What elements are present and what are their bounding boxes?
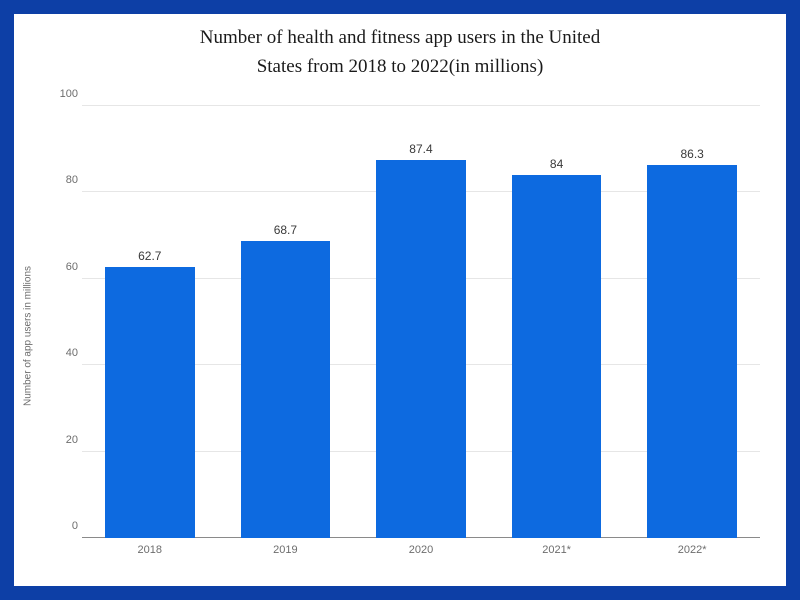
chart-title: Number of health and fitness app users i…: [14, 14, 786, 85]
y-axis-label: Number of app users in millions: [23, 266, 34, 406]
bar: 87.4: [376, 160, 465, 538]
y-tick-label: 60: [52, 261, 78, 273]
bar-slot: 86.3: [647, 106, 736, 538]
bar-value-label: 68.7: [274, 223, 297, 237]
bar-value-label: 86.3: [680, 147, 703, 161]
x-tick-label: 2020: [409, 544, 433, 556]
bar-slot: 62.7: [105, 106, 194, 538]
x-tick-label: 2019: [273, 544, 297, 556]
x-tick-label: 2022*: [678, 544, 707, 556]
bar: 68.7: [241, 241, 330, 538]
bar: 86.3: [647, 165, 736, 538]
title-line-2: States from 2018 to 2022(in millions): [257, 56, 544, 77]
chart-area: Number of app users in millions 02040608…: [42, 106, 768, 566]
y-tick-label: 0: [52, 520, 78, 532]
bar-value-label: 84: [550, 157, 563, 171]
bar-value-label: 62.7: [138, 249, 161, 263]
y-tick-label: 20: [52, 434, 78, 446]
bar: 84: [512, 175, 601, 538]
bar: 62.7: [105, 267, 194, 538]
x-tick-label: 2018: [138, 544, 162, 556]
bar-slot: 84: [512, 106, 601, 538]
bar-slot: 87.4: [376, 106, 465, 538]
title-line-1: Number of health and fitness app users i…: [200, 27, 600, 48]
bar-value-label: 87.4: [409, 142, 432, 156]
x-tick-label: 2021*: [542, 544, 571, 556]
x-axis: 2018 2019 2020 2021* 2022*: [82, 538, 760, 566]
chart-frame: Number of health and fitness app users i…: [0, 0, 800, 600]
bar-slot: 68.7: [241, 106, 330, 538]
plot-region: 02040608010062.768.787.48486.3: [82, 106, 760, 538]
y-tick-label: 100: [52, 88, 78, 100]
bars-container: 62.7 68.7 87.4 84 86.3: [82, 106, 760, 538]
y-tick-label: 40: [52, 347, 78, 359]
y-tick-label: 80: [52, 174, 78, 186]
